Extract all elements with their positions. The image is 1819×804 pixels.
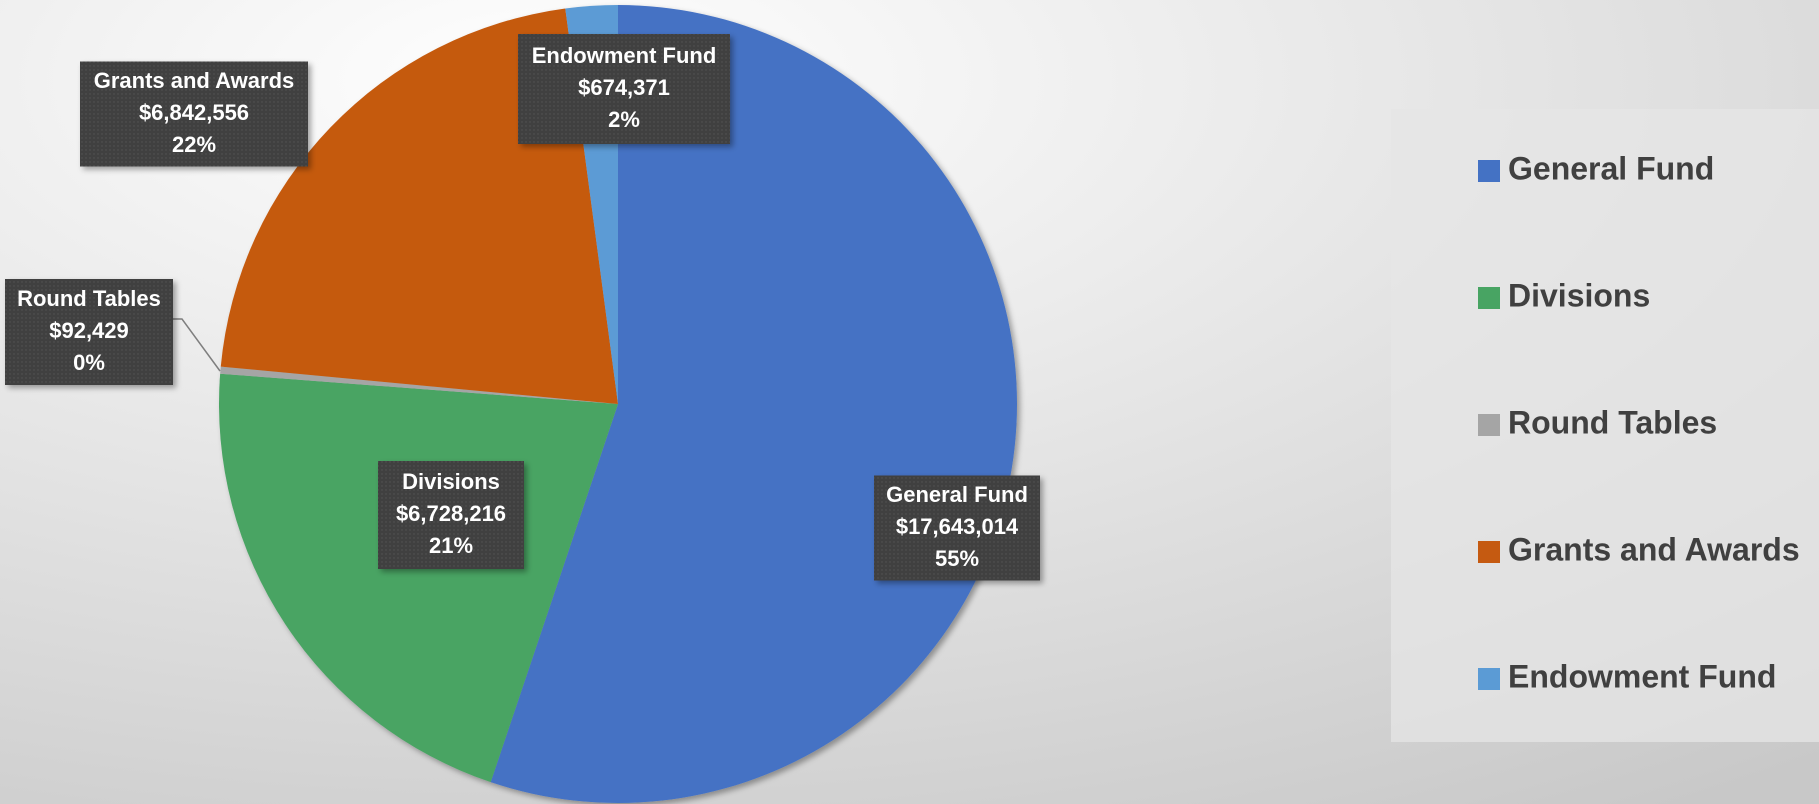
legend-box — [1391, 109, 1819, 742]
legend-label: Endowment Fund — [1508, 658, 1776, 694]
legend-swatch — [1478, 287, 1500, 309]
data-label-category: Round Tables — [17, 286, 161, 311]
data-label-box — [5, 279, 173, 385]
data-label-percent: 22% — [172, 132, 216, 157]
data-label-box — [874, 475, 1040, 581]
data-label-category: Divisions — [402, 469, 500, 494]
pie-slice — [220, 366, 619, 404]
legend-swatch — [1478, 160, 1500, 182]
data-label-box — [378, 461, 524, 569]
data-label-percent: 55% — [935, 546, 979, 571]
legend-swatch — [1478, 541, 1500, 563]
data-label-value: $17,643,014 — [896, 514, 1019, 539]
data-label-box — [80, 61, 308, 167]
legend-swatch — [1478, 668, 1500, 690]
legend-label: General Fund — [1508, 150, 1714, 186]
legend-label: Grants and Awards — [1508, 531, 1800, 567]
data-label-box — [518, 34, 730, 144]
data-label-category: Endowment Fund — [532, 43, 717, 68]
legend-label: Round Tables — [1508, 404, 1717, 440]
data-label-value: $92,429 — [49, 318, 129, 343]
legend-label: Divisions — [1508, 277, 1650, 313]
data-label-category: General Fund — [886, 482, 1028, 507]
data-label-value: $674,371 — [578, 75, 670, 100]
data-label-value: $6,842,556 — [139, 100, 249, 125]
leader-line — [172, 318, 221, 372]
legend-swatch — [1478, 414, 1500, 436]
data-label-percent: 21% — [429, 533, 473, 558]
data-label-category: Grants and Awards — [94, 68, 295, 93]
pie-slice — [490, 5, 1018, 804]
data-label-percent: 0% — [73, 350, 105, 375]
data-label-value: $6,728,216 — [396, 501, 506, 526]
data-label-percent: 2% — [608, 107, 640, 132]
